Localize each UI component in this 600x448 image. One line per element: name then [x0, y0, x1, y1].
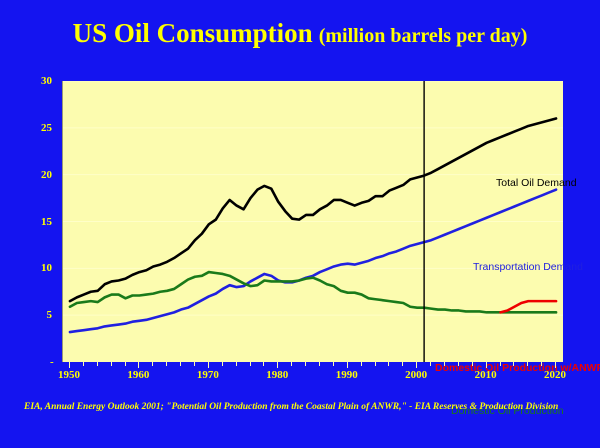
x-minor-tick — [388, 362, 390, 366]
y-axis-zero-label: - — [50, 356, 54, 368]
x-minor-tick — [443, 362, 445, 366]
title-main: US Oil Consumption — [72, 18, 313, 48]
x-minor-tick — [305, 362, 307, 366]
x-tick-label: 2000 — [405, 369, 428, 381]
x-minor-tick — [166, 362, 168, 366]
x-minor-tick — [235, 362, 237, 366]
x-major-tick — [346, 362, 348, 368]
y-tick-label: 10 — [41, 262, 52, 275]
x-tick-label: 1990 — [335, 369, 358, 381]
x-minor-tick — [291, 362, 293, 366]
chart-lines — [63, 81, 563, 362]
title-subtitle: (million barrels per day) — [318, 25, 528, 47]
x-major-tick — [485, 362, 487, 368]
page-title: US Oil Consumption (million barrels per d… — [0, 18, 600, 49]
x-tick-label: 1980 — [266, 369, 289, 381]
x-tick-label: 1950 — [57, 369, 80, 381]
x-major-tick — [277, 362, 279, 368]
x-minor-tick — [263, 362, 265, 366]
x-minor-tick — [124, 362, 126, 366]
x-minor-tick — [193, 362, 195, 366]
x-minor-tick — [332, 362, 334, 366]
y-tick-label: 25 — [41, 121, 52, 134]
x-major-tick — [416, 362, 418, 368]
x-minor-tick — [541, 362, 543, 366]
y-tick-label: 30 — [41, 75, 52, 87]
source-footnote: EIA, Annual Energy Outlook 2001; "Potent… — [24, 402, 559, 412]
y-tick-label: 5 — [46, 309, 53, 322]
x-major-tick — [138, 362, 140, 368]
label-domestic-oil-production: Domestic Oil Production — [451, 405, 564, 417]
x-major-tick — [555, 362, 557, 368]
x-major-tick — [207, 362, 209, 368]
x-minor-tick — [374, 362, 376, 366]
y-tick-label: 20 — [41, 168, 52, 181]
label-domestic-oil-production-anwr: Domestic Oil Production w/ANWR — [435, 362, 600, 374]
label-transportation-demand: Transportation Demand — [473, 261, 583, 273]
chart-plot-area: Total Oil Demand Transportation Demand D… — [62, 81, 600, 417]
x-minor-tick — [249, 362, 251, 366]
x-minor-tick — [82, 362, 84, 366]
x-major-tick — [68, 362, 70, 368]
x-minor-tick — [152, 362, 154, 366]
x-tick-label: 2010 — [474, 369, 497, 381]
x-minor-tick — [471, 362, 473, 366]
y-tick-label: 15 — [41, 215, 52, 228]
label-total-oil-demand: Total Oil Demand — [496, 177, 577, 189]
x-axis-ticks — [62, 362, 562, 368]
x-minor-tick — [430, 362, 432, 366]
x-minor-tick — [221, 362, 223, 366]
x-tick-label: 1970 — [196, 369, 219, 381]
x-minor-tick — [360, 362, 362, 366]
x-tick-label: 2020 — [544, 369, 567, 381]
x-minor-tick — [402, 362, 404, 366]
x-minor-tick — [96, 362, 98, 366]
x-minor-tick — [499, 362, 501, 366]
x-minor-tick — [527, 362, 529, 366]
x-minor-tick — [318, 362, 320, 366]
x-tick-label: 1960 — [127, 369, 150, 381]
y-axis-labels: 30 25 20 15 10 5 — [0, 0, 58, 448]
x-axis-labels: 1950 1960 1970 1980 1990 2000 2010 2020 — [0, 369, 600, 385]
x-minor-tick — [457, 362, 459, 366]
x-minor-tick — [513, 362, 515, 366]
x-minor-tick — [180, 362, 182, 366]
x-minor-tick — [110, 362, 112, 366]
